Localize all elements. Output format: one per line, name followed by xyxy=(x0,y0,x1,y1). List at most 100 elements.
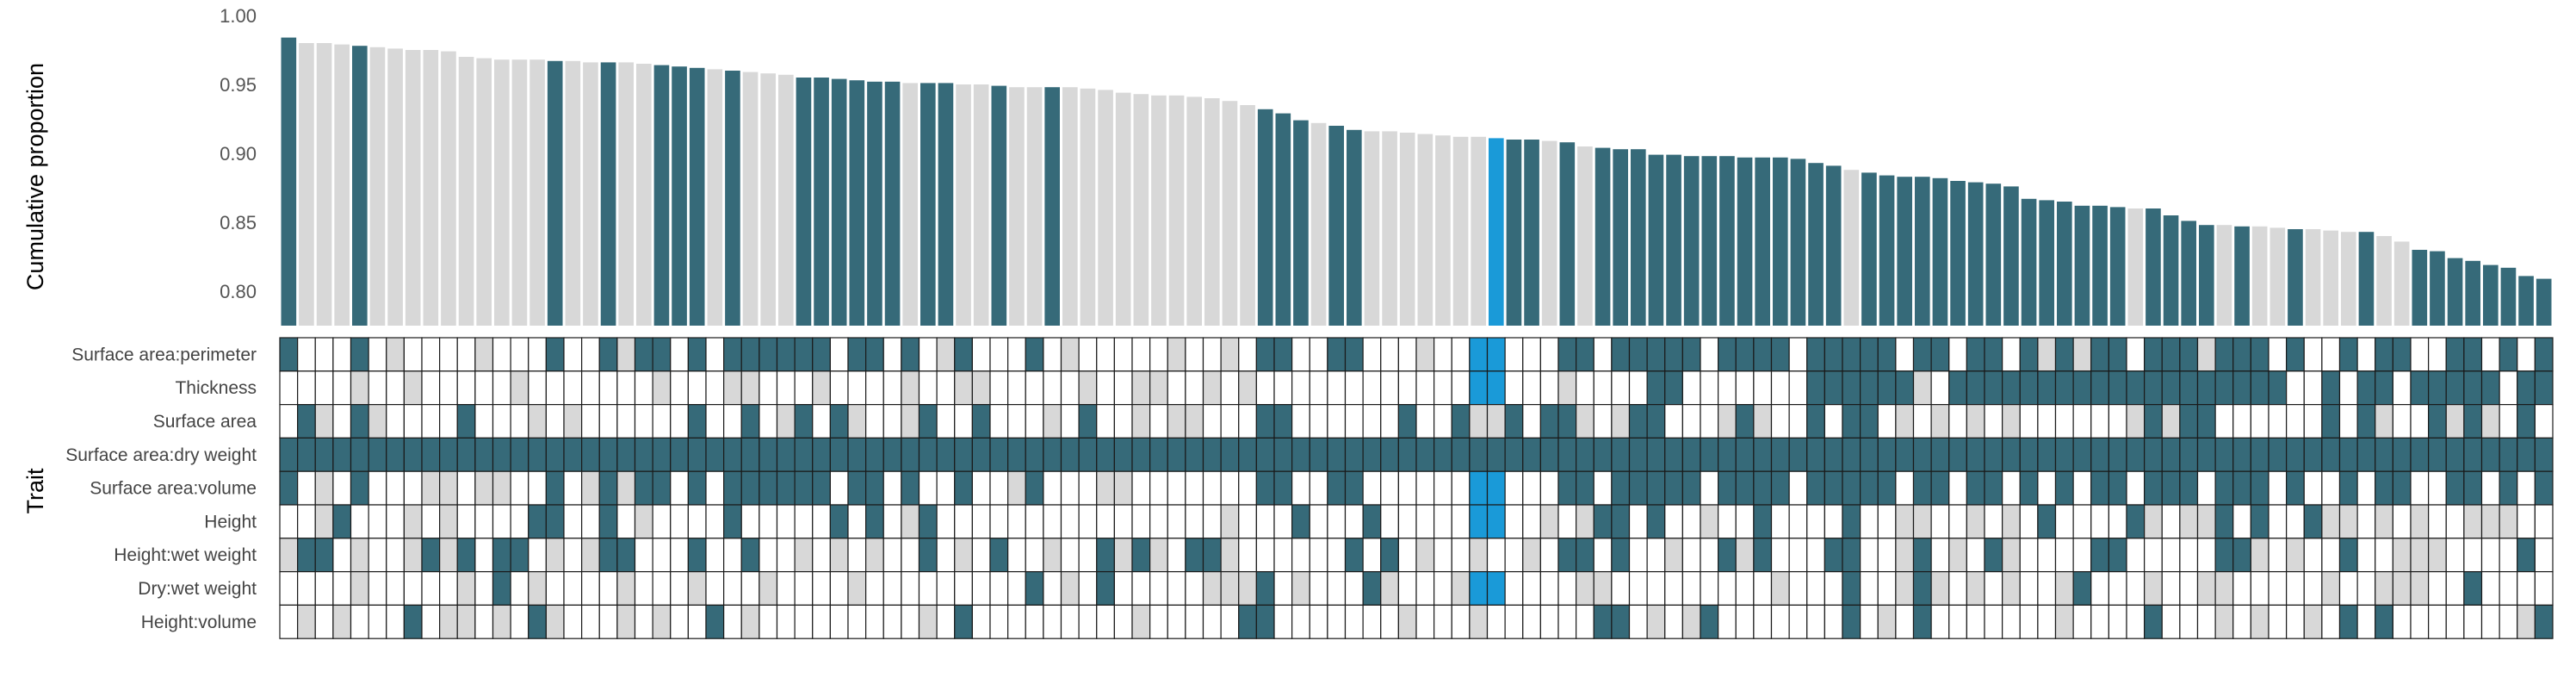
matrix-cell xyxy=(2375,570,2393,606)
matrix-cell xyxy=(1788,404,1808,439)
matrix-cell xyxy=(1309,404,1328,439)
matrix-cell xyxy=(901,570,920,606)
matrix-cell xyxy=(563,604,583,639)
bar xyxy=(565,60,581,327)
matrix-cell xyxy=(1486,570,1506,606)
matrix-cell xyxy=(2019,437,2039,472)
matrix-cell xyxy=(563,404,583,439)
matrix-cell xyxy=(1309,538,1328,573)
matrix-cell xyxy=(1539,604,1559,639)
matrix-cell xyxy=(1185,470,1204,506)
matrix-cell xyxy=(1025,570,1044,606)
matrix-cell xyxy=(936,337,956,372)
matrix-cell xyxy=(1611,370,1631,406)
matrix-cell xyxy=(1930,437,1950,472)
matrix-cell xyxy=(2286,370,2305,406)
matrix-cell xyxy=(528,437,547,472)
matrix-cell xyxy=(1576,337,1595,372)
matrix-cell xyxy=(492,570,511,606)
matrix-cell xyxy=(474,470,494,506)
matrix-cell xyxy=(1912,404,1932,439)
bar xyxy=(653,65,670,326)
matrix-cell xyxy=(1273,370,1293,406)
matrix-cell xyxy=(1185,570,1204,606)
matrix-cell xyxy=(1788,437,1808,472)
matrix-cell xyxy=(492,538,511,573)
matrix-cell xyxy=(2108,504,2127,539)
matrix-cell xyxy=(1327,504,1347,539)
bar xyxy=(884,81,901,327)
matrix-cell xyxy=(936,404,956,439)
matrix-cell xyxy=(2144,337,2163,372)
matrix-cell xyxy=(723,370,742,406)
matrix-cell xyxy=(297,504,316,539)
matrix-cell xyxy=(1397,504,1417,539)
matrix-cell xyxy=(936,437,956,472)
matrix-cell xyxy=(1149,437,1168,472)
matrix-cell xyxy=(1628,504,1648,539)
matrix-cell xyxy=(634,604,653,639)
matrix-cell xyxy=(2179,604,2199,639)
bar xyxy=(458,57,474,326)
matrix-cell xyxy=(2410,337,2430,372)
matrix-cell xyxy=(1770,570,1790,606)
matrix-cell xyxy=(1380,604,1399,639)
matrix-cell xyxy=(670,337,689,372)
matrix-cell xyxy=(1611,437,1631,472)
bar xyxy=(2251,226,2268,326)
matrix-cell xyxy=(1007,504,1026,539)
matrix-cell xyxy=(2126,570,2146,606)
matrix-cell xyxy=(1735,370,1755,406)
matrix-cell xyxy=(1043,538,1062,573)
bar xyxy=(1240,105,1255,326)
matrix-cell xyxy=(1770,404,1790,439)
matrix-cell xyxy=(421,470,441,506)
matrix-cell xyxy=(1043,370,1062,406)
matrix-cell xyxy=(1309,504,1328,539)
matrix-cell xyxy=(2037,370,2057,406)
bar xyxy=(2376,236,2392,326)
matrix-cell xyxy=(1576,604,1595,639)
matrix-cell xyxy=(1522,404,1541,439)
bar xyxy=(672,66,687,326)
bar xyxy=(334,44,350,326)
matrix-cell xyxy=(368,337,387,372)
matrix-cell xyxy=(1877,604,1897,639)
matrix-cell xyxy=(2445,538,2465,573)
matrix-cell xyxy=(1113,504,1133,539)
matrix-cell xyxy=(1718,437,1737,472)
matrix-cell xyxy=(1291,437,1310,472)
bar xyxy=(618,62,634,327)
matrix-cell xyxy=(2534,337,2554,372)
matrix-cell xyxy=(581,470,600,506)
matrix-cell xyxy=(2232,538,2251,573)
matrix-cell xyxy=(1984,337,2003,372)
matrix-cell xyxy=(2534,404,2554,439)
matrix-cell xyxy=(332,570,352,606)
matrix-cell xyxy=(386,337,405,372)
matrix-cell xyxy=(1167,504,1186,539)
matrix-cell xyxy=(1167,570,1186,606)
matrix-cell xyxy=(1238,370,1257,406)
matrix-cell xyxy=(1273,437,1293,472)
matrix-cell xyxy=(297,570,316,606)
matrix-cell xyxy=(2410,437,2430,472)
matrix-cell xyxy=(1824,437,1843,472)
matrix-cell xyxy=(1984,470,2003,506)
matrix-cell xyxy=(1255,504,1275,539)
bar xyxy=(1506,140,1522,326)
matrix-cell xyxy=(1681,538,1701,573)
matrix-cell xyxy=(918,570,938,606)
matrix-cell xyxy=(1309,470,1328,506)
matrix-cell xyxy=(297,337,316,372)
matrix-cell xyxy=(1397,570,1417,606)
bar xyxy=(1328,126,1344,326)
matrix-cell xyxy=(705,504,725,539)
bar xyxy=(1701,156,1718,326)
matrix-cell xyxy=(1646,404,1666,439)
matrix-cell xyxy=(1557,504,1577,539)
y-tick-label: 1.00 xyxy=(220,5,257,27)
bar xyxy=(1719,156,1735,326)
bar xyxy=(1204,98,1220,326)
matrix-cell xyxy=(1877,538,1897,573)
